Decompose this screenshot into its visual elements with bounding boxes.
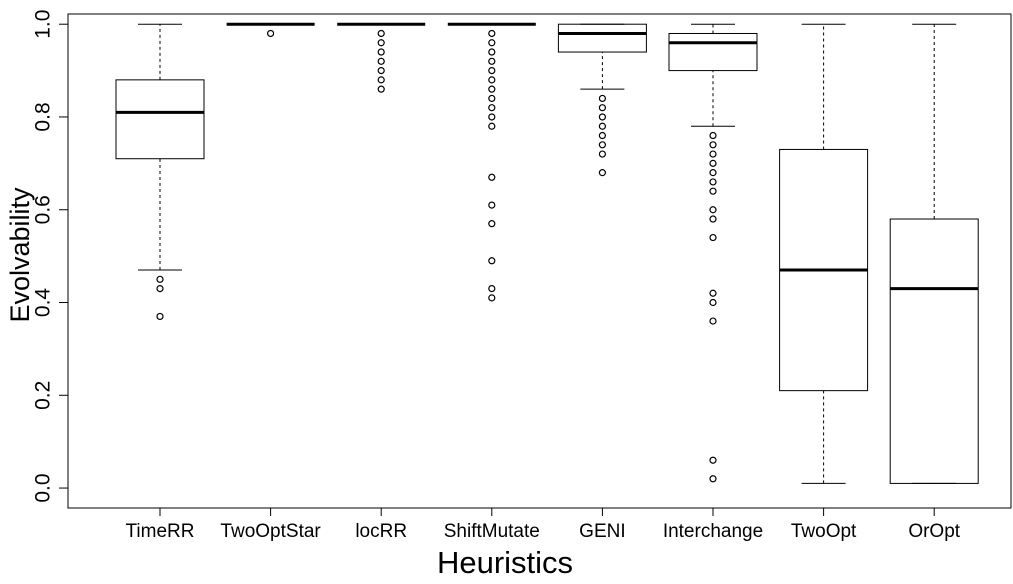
- box: [557, 23, 647, 53]
- box: [889, 218, 979, 484]
- outlier: [709, 317, 717, 325]
- outlier: [598, 131, 607, 140]
- outlier: [709, 159, 717, 167]
- outlier: [156, 312, 164, 321]
- outlier: [709, 150, 717, 158]
- outlier: [488, 39, 496, 47]
- outlier: [598, 104, 607, 112]
- x-tick-label: TimeRR: [126, 521, 195, 542]
- outlier: [156, 275, 164, 283]
- outlier: [488, 85, 496, 93]
- x-tick-label: locRR: [355, 521, 407, 542]
- outlier: [709, 141, 717, 149]
- outlier: [598, 113, 607, 121]
- outlier: [488, 294, 496, 302]
- outlier: [377, 48, 385, 56]
- outlier: [598, 169, 607, 177]
- outlier: [488, 220, 496, 228]
- outlier: [709, 178, 717, 186]
- outlier: [709, 131, 717, 140]
- outlier: [488, 76, 496, 84]
- outlier: [377, 66, 385, 75]
- y-tick-label: 0.8: [32, 102, 55, 131]
- outlier: [488, 257, 496, 265]
- outlier: [598, 141, 607, 149]
- x-axis-label: Heuristics: [437, 545, 573, 580]
- outlier: [709, 233, 717, 242]
- outlier: [709, 206, 717, 214]
- outlier: [488, 94, 496, 103]
- x-tick-label: OrOpt: [908, 521, 960, 542]
- x-tick-label: TwoOptStar: [220, 521, 321, 542]
- y-tick-label: 0.4: [32, 288, 55, 318]
- outlier: [598, 122, 607, 130]
- outlier: [598, 150, 607, 158]
- outlier: [709, 475, 717, 483]
- outlier: [377, 57, 385, 65]
- outlier: [488, 284, 496, 293]
- y-tick-label: 0.2: [32, 381, 55, 410]
- outlier: [709, 187, 717, 195]
- outlier: [709, 298, 717, 307]
- x-tick-label: TwoOpt: [791, 521, 857, 542]
- outlier: [377, 76, 385, 84]
- x-tick-label: ShiftMutate: [444, 521, 540, 542]
- outlier: [488, 57, 496, 65]
- outlier: [488, 113, 496, 121]
- x-tick-label: GENI: [579, 521, 625, 542]
- y-axis-label: Evolvability: [5, 187, 35, 323]
- outlier: [488, 173, 496, 181]
- outlier: [377, 85, 385, 93]
- plot-frame: [67, 13, 1012, 509]
- outlier: [488, 66, 496, 75]
- y-tick-label: 1.0: [32, 10, 55, 39]
- outlier: [488, 201, 496, 209]
- outlier: [709, 169, 717, 177]
- outlier: [598, 94, 607, 103]
- outlier: [156, 284, 164, 293]
- outlier: [377, 29, 385, 38]
- outlier: [267, 29, 275, 38]
- outlier: [709, 289, 717, 297]
- outlier: [377, 39, 385, 47]
- outlier: [488, 104, 496, 112]
- outlier: [488, 48, 496, 56]
- outlier: [709, 456, 717, 464]
- box: [115, 79, 205, 160]
- box: [668, 32, 758, 72]
- x-tick-label: Interchange: [663, 521, 763, 542]
- y-tick-label: 0.6: [32, 195, 55, 224]
- outlier: [488, 29, 496, 38]
- outlier: [709, 215, 717, 223]
- outlier: [488, 122, 496, 130]
- y-tick-label: 0.0: [32, 473, 55, 502]
